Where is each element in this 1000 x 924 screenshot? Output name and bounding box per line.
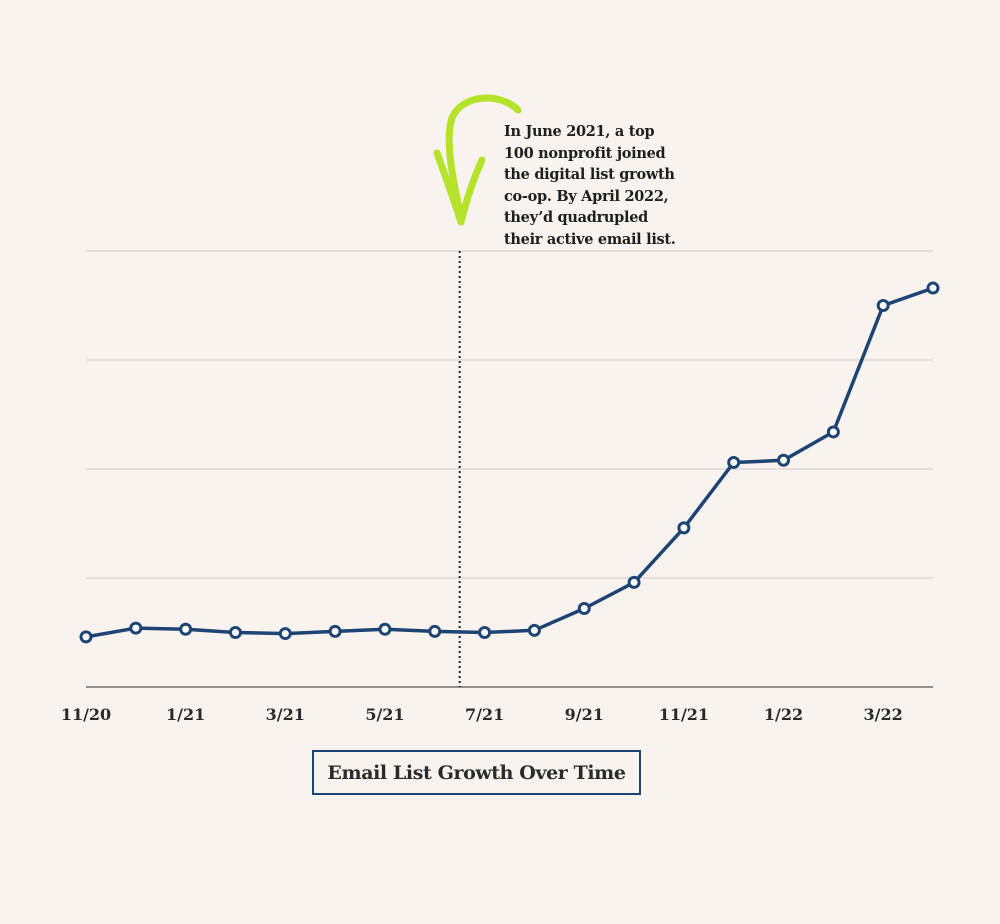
data-point [428, 624, 442, 638]
x-tick-label: 7/21 [465, 705, 504, 724]
x-tick-label: 9/21 [565, 705, 604, 724]
annotation-arrow-icon [433, 94, 522, 226]
series-line [84, 286, 935, 639]
x-tick-label: 11/21 [659, 705, 709, 724]
data-point [727, 455, 741, 469]
data-point [129, 621, 143, 635]
data-point [677, 521, 691, 535]
x-tick-label: 1/21 [166, 705, 205, 724]
data-point [179, 622, 193, 636]
x-tick-label: 1/22 [764, 705, 803, 724]
data-point [777, 453, 791, 467]
data-point [228, 626, 242, 639]
data-point [627, 575, 641, 589]
data-point [478, 626, 492, 639]
gridlines [86, 250, 933, 579]
chart-title: Email List Growth Over Time [312, 750, 641, 795]
data-point [577, 602, 591, 616]
x-tick-labels: 11/20 1/21 3/21 5/21 7/21 9/21 11/21 1/22 3/22 [61, 705, 903, 724]
data-point [79, 630, 93, 644]
data-point [378, 622, 392, 636]
data-point [926, 281, 940, 295]
x-tick-label: 3/21 [266, 705, 305, 724]
data-point [328, 624, 342, 638]
data-point [876, 299, 890, 312]
data-points [79, 281, 940, 644]
data-point [826, 425, 840, 439]
x-tick-label: 3/22 [864, 705, 903, 724]
annotation-text: In June 2021, a top 100 nonprofit joined… [504, 123, 676, 248]
x-tick-label: 11/20 [61, 705, 111, 724]
x-tick-label: 5/21 [365, 705, 404, 724]
data-point [527, 623, 541, 637]
data-point [278, 627, 292, 641]
